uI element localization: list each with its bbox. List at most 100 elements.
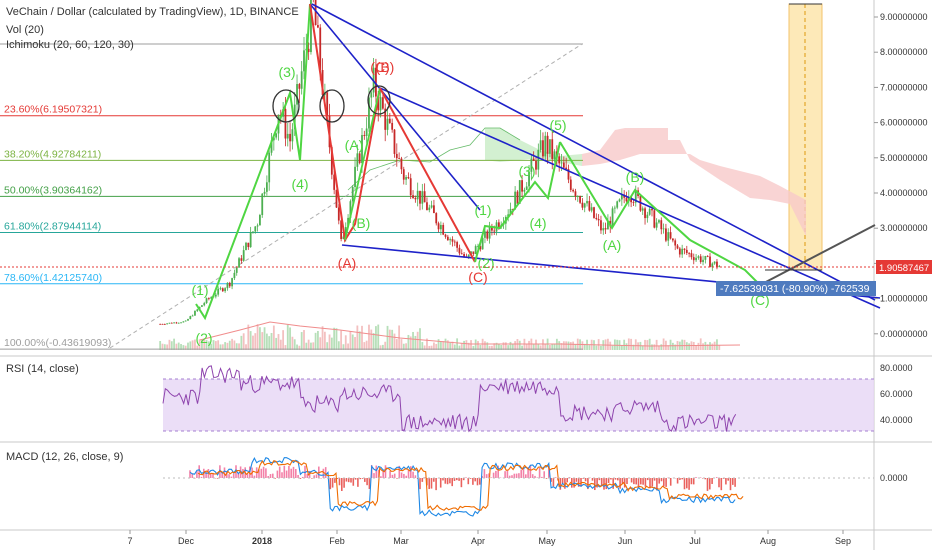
fib-retracement[interactable]: 23.60%(6.19507321) 38.20%(4.92784211) 50.0…	[0, 43, 583, 350]
macd-bar	[267, 476, 269, 478]
volume-bar	[365, 340, 368, 350]
rsi-axis[interactable]: 80.0000 60.0000 40.0000	[880, 363, 913, 425]
candle-body	[477, 246, 479, 247]
volume-bar	[407, 334, 410, 350]
volume-bar	[419, 328, 421, 350]
candle-body	[688, 252, 691, 254]
elliott-waves[interactable]	[195, 3, 761, 321]
candle-body	[319, 27, 322, 71]
candle-body	[497, 222, 500, 228]
macd-bar	[640, 478, 642, 485]
candle-body	[553, 151, 556, 159]
wave-correction-2[interactable]	[379, 87, 476, 263]
macd-tick-label: 0.0000	[880, 473, 908, 483]
price-axis[interactable]: 9.00000000 8.00000000 7.00000000 6.00000000…	[874, 12, 928, 339]
candle-body	[699, 256, 702, 263]
volume-bar	[509, 341, 512, 350]
macd-bar	[313, 475, 315, 478]
candle-body	[170, 322, 173, 324]
macd-bar	[488, 473, 490, 478]
macd-bar	[658, 478, 660, 484]
macd-bar	[366, 478, 368, 486]
wave-impulse-2[interactable]	[474, 141, 561, 263]
macd-bar	[646, 478, 649, 481]
candle-body	[381, 97, 384, 109]
candle-body	[337, 207, 340, 221]
macd-bar	[497, 465, 499, 478]
triangle-top-line[interactable]	[311, 3, 876, 301]
candle-body	[678, 248, 681, 255]
volume-bar	[170, 341, 173, 350]
volume-bar	[242, 333, 245, 350]
candle-body	[298, 84, 301, 89]
wave-correction-3[interactable]	[559, 141, 761, 286]
macd-axis[interactable]: 0.0000	[880, 473, 908, 483]
volume-bar	[493, 343, 496, 350]
macd-bar	[515, 473, 518, 478]
wave-correction-1[interactable]	[309, 3, 381, 243]
macd-bar	[704, 478, 706, 480]
macd-bar	[715, 477, 718, 478]
volume-bar	[553, 343, 556, 350]
volume-bar	[240, 335, 243, 350]
macd-bar	[695, 477, 697, 478]
macd-bar	[554, 477, 557, 478]
macd-bar	[380, 476, 382, 478]
volume-bar	[669, 339, 672, 350]
volume-bar	[620, 345, 623, 350]
volume-bar	[312, 342, 315, 350]
candle-body	[203, 303, 206, 306]
candle-body	[426, 202, 428, 211]
volume-bar	[245, 344, 247, 350]
candle-body	[653, 210, 656, 228]
volume-bar	[671, 342, 674, 350]
volume-bar	[514, 341, 517, 350]
candle-body	[265, 182, 268, 192]
candle-body	[247, 242, 250, 248]
volume-bar	[328, 334, 331, 350]
macd-bar	[315, 474, 318, 478]
time-axis[interactable]: 7 Dec 2018 Feb Mar Apr May Jun Jul Aug Sep	[127, 530, 851, 546]
macd-bar	[458, 478, 460, 481]
macd-bar	[347, 478, 350, 483]
candle-body	[226, 282, 229, 289]
macd-bar	[373, 473, 375, 478]
volume-bar	[307, 339, 310, 350]
macd-bar	[377, 469, 380, 478]
wedge-upper-line[interactable]	[309, 3, 481, 211]
macd-bar	[414, 475, 417, 478]
macd-bar	[221, 472, 223, 478]
macd-bar	[299, 478, 302, 479]
macd-bar	[334, 478, 336, 483]
volume-bar	[711, 343, 714, 350]
volume-bar	[291, 336, 294, 350]
volume-bar	[321, 326, 324, 350]
macd-bar	[596, 478, 598, 488]
candle-body	[449, 239, 452, 241]
future-rise-line[interactable]	[759, 224, 876, 286]
volume-bar	[423, 345, 426, 350]
dashed-trendline[interactable]	[109, 43, 583, 349]
volume-bar	[175, 343, 178, 350]
macd-bar	[446, 478, 449, 485]
candle-body	[711, 263, 714, 268]
macd-bar	[253, 475, 256, 478]
macd-bar	[617, 478, 619, 481]
volume-bar	[180, 344, 182, 350]
candle-body	[486, 231, 489, 239]
macd-bar	[584, 478, 587, 482]
volume-bar	[560, 343, 563, 350]
wave-impulse-1[interactable]	[195, 3, 311, 321]
macd-bar	[205, 471, 207, 478]
volume-bar	[233, 340, 236, 350]
volume-bar	[377, 324, 380, 350]
volume-bar	[465, 340, 468, 350]
volume-bar	[326, 342, 329, 350]
fib-label: 78.60%(1.42125740)	[4, 272, 102, 284]
candle-body	[196, 309, 199, 311]
volume-bar	[551, 343, 554, 350]
volume-bar	[709, 342, 711, 350]
volume-bar	[356, 325, 359, 350]
macd-bar	[311, 478, 313, 479]
